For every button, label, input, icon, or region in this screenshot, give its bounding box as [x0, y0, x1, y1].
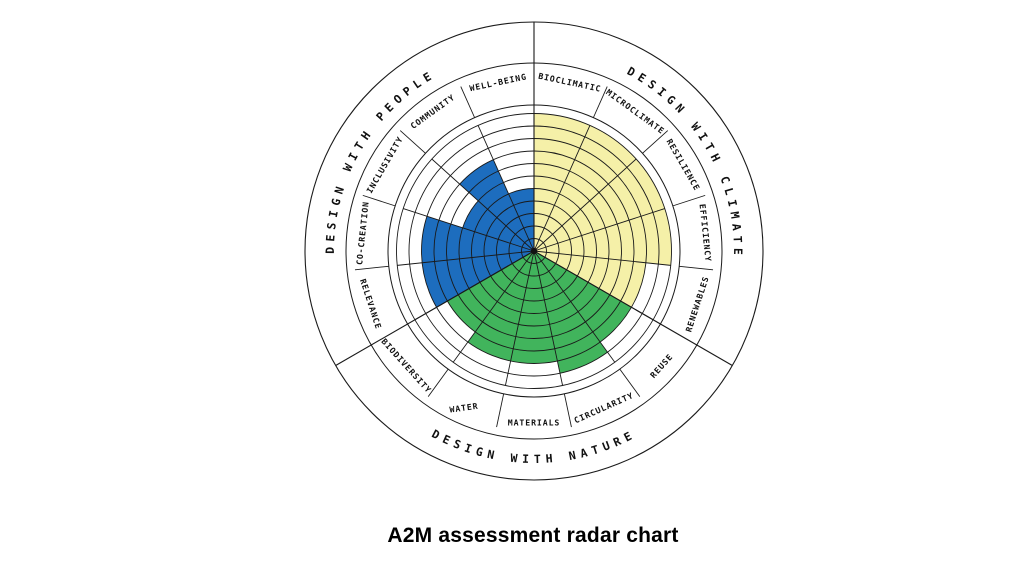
category-label-well-being: WELL-BEING	[469, 71, 528, 93]
grid-spoke	[533, 125, 591, 252]
sector-wedge-efficiency	[534, 208, 672, 266]
sector-wedge-bioclimatic	[534, 113, 590, 251]
sector-wedge-circularity	[534, 251, 608, 374]
sector-divider-line	[362, 194, 396, 207]
category-label-co-creation: CO-CREATION	[354, 201, 371, 266]
grid-spoke	[403, 208, 535, 252]
grid-spoke	[533, 250, 616, 363]
category-label-biodiversity: BIODIVERSITY	[379, 336, 433, 395]
group-divider-line	[533, 250, 733, 366]
sector-wedge-well-being	[508, 188, 534, 251]
sector-wedge-community	[459, 159, 534, 251]
sector-wedge-water	[467, 251, 534, 362]
grid-spoke	[533, 250, 564, 386]
sector-wedge-materials	[510, 251, 558, 364]
sector-divider-line	[642, 130, 669, 154]
group-label-path	[350, 357, 717, 463]
sector-wedge-resilience	[534, 158, 665, 251]
grid-spoke	[431, 158, 535, 252]
category-label-community: COMMUNITY	[408, 92, 456, 131]
category-label-circularity: CIRCULARITY	[572, 390, 635, 425]
category-label-resilience: RESILIENCE	[664, 137, 702, 192]
chart-caption: A2M assessment radar chart	[387, 524, 679, 547]
sector-divider-line	[592, 86, 608, 118]
grid-spoke	[504, 250, 535, 386]
center-dot	[530, 247, 538, 255]
group-label-design-with-nature: DESIGN WITH NATURE	[430, 427, 639, 466]
grid-spoke	[477, 125, 535, 252]
grid-spoke	[533, 250, 671, 266]
category-label-bioclimatic: BIOCLIMATIC	[537, 71, 602, 94]
sector-divider-line	[460, 86, 476, 118]
sector-divider-line	[672, 194, 706, 207]
sector-divider-line	[399, 130, 426, 154]
sector-divider-line	[496, 393, 505, 428]
sector-divider-line	[563, 393, 572, 428]
group-divider-line	[335, 250, 535, 366]
grid-spoke	[533, 158, 637, 252]
sector-divider-line	[427, 368, 449, 397]
grid-spoke	[533, 208, 665, 252]
category-label-efficiency: EFFICIENCY	[698, 203, 714, 262]
sector-divider-line	[354, 265, 389, 271]
sector-wedge-microclimate	[534, 125, 637, 251]
sector-divider-line	[679, 265, 714, 271]
grid-spoke	[397, 250, 535, 266]
category-label-inclusivity: INCLUSIVITY	[364, 134, 405, 195]
category-label-materials: MATERIALS	[508, 418, 560, 428]
sector-divider-line	[619, 368, 641, 397]
grid-spoke	[452, 250, 535, 363]
category-label-reuse: REUSE	[648, 352, 675, 380]
sector-wedge-inclusivity	[462, 200, 534, 251]
category-label-water: WATER	[449, 401, 479, 415]
category-label-relevance: RELEVANCE	[358, 278, 384, 331]
sector-wedge-biodiversity	[447, 251, 534, 332]
